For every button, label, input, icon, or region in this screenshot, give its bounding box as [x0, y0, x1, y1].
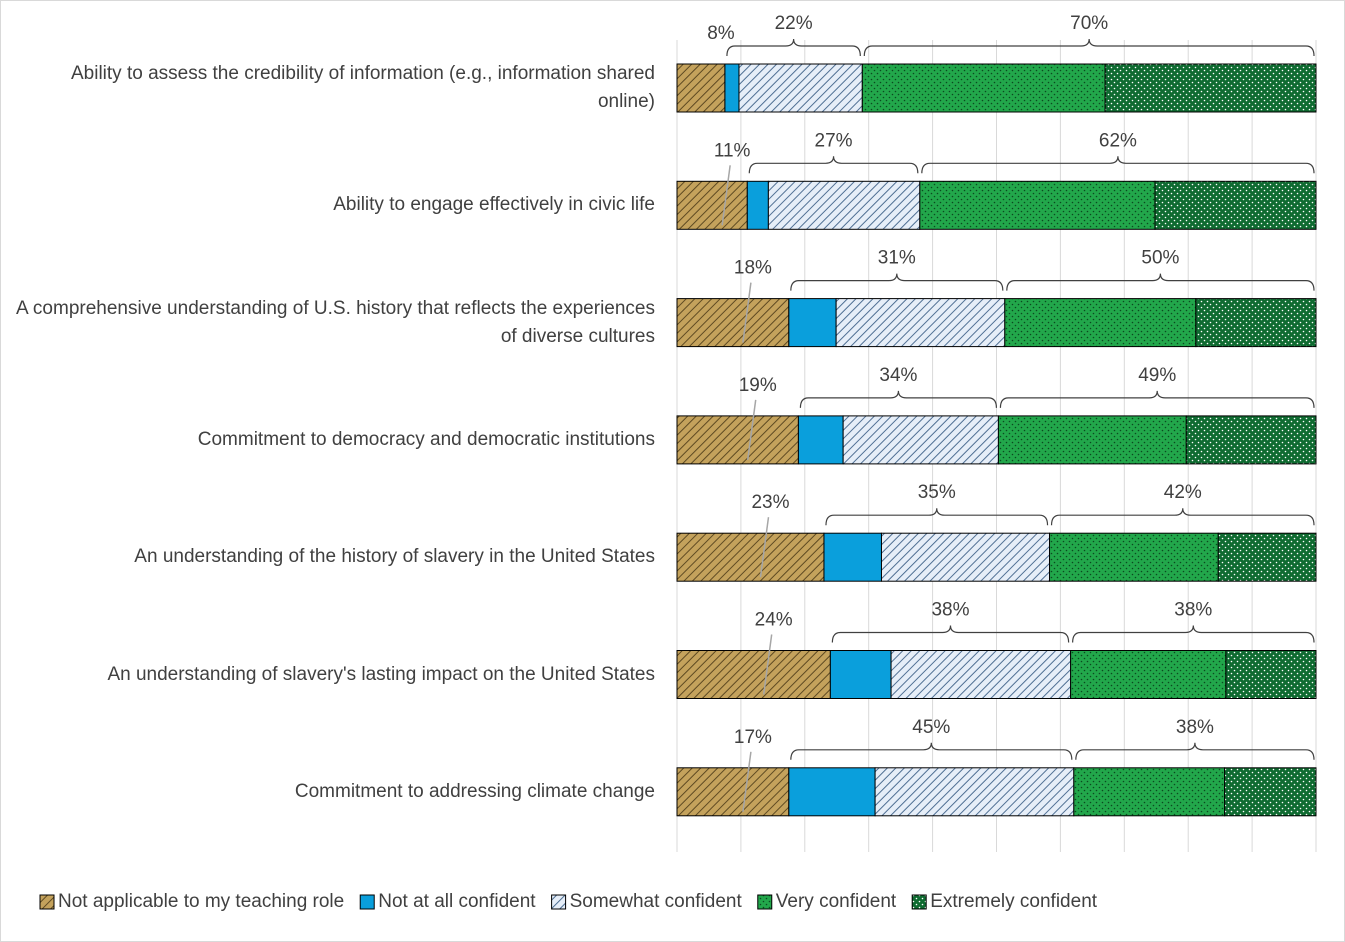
annotation: 45%	[912, 717, 950, 738]
bracket	[921, 156, 1315, 174]
annotation: 38%	[1176, 717, 1214, 738]
bar-segment	[890, 650, 1072, 699]
bracket	[999, 390, 1315, 408]
category-label: Ability to assess the credibility of inf…	[71, 63, 655, 112]
annotation: 23%	[751, 492, 789, 513]
bracket	[863, 38, 1315, 57]
legend-marker	[39, 894, 55, 910]
bar-segment	[835, 298, 1006, 348]
category-label: An understanding of slavery's lasting im…	[107, 663, 655, 685]
leader-line	[742, 282, 752, 343]
bracket	[1006, 273, 1315, 291]
legend-label: Extremely confident	[930, 891, 1098, 912]
annotation: 19%	[739, 375, 777, 396]
bar-segment	[1225, 650, 1317, 699]
bar-segment	[746, 180, 769, 230]
legend-marker	[359, 894, 375, 910]
bar-segment	[874, 767, 1075, 817]
bracket	[790, 273, 1004, 291]
annotation: 22%	[775, 13, 813, 34]
bar-segment	[676, 650, 831, 699]
bar-segment	[676, 767, 790, 817]
annotation: 34%	[879, 365, 917, 386]
bar-segment	[1049, 532, 1219, 582]
bracket	[1072, 625, 1315, 643]
legend-marker	[757, 894, 773, 910]
annotation: 50%	[1141, 248, 1179, 269]
bracket	[825, 508, 1049, 526]
bracket	[831, 625, 1070, 643]
annotation: 31%	[878, 248, 916, 269]
bar-segment	[842, 415, 999, 465]
annotation: 8%	[707, 23, 735, 44]
bar-segment	[738, 63, 863, 113]
bar-segment	[1154, 180, 1317, 230]
bracket	[790, 742, 1073, 760]
bracket	[799, 390, 998, 408]
bar-segment	[829, 650, 892, 699]
bar-segment	[919, 180, 1156, 230]
annotation: 24%	[755, 610, 793, 631]
legend-marker	[911, 894, 927, 910]
bar-segment	[1004, 298, 1197, 348]
legend-label: Not at all confident	[378, 891, 536, 912]
bar-segment	[676, 63, 726, 113]
annotation: 17%	[734, 727, 772, 748]
category-label: An understanding of the history of slave…	[134, 546, 655, 568]
leader-line	[759, 517, 770, 578]
bar-segment	[1070, 650, 1227, 699]
bar-segment	[1217, 532, 1317, 582]
bar-segment	[1195, 298, 1317, 348]
bar-segment	[788, 767, 876, 817]
bar-segment	[1104, 63, 1317, 113]
annotation: 38%	[931, 600, 969, 621]
bar-segment	[997, 415, 1187, 465]
legend-label: Not applicable to my teaching role	[58, 891, 344, 912]
legend-label: Somewhat confident	[570, 891, 743, 912]
bracket	[1050, 508, 1315, 526]
bar-segment	[676, 298, 790, 348]
leader-line	[742, 751, 752, 812]
leader-line	[746, 399, 757, 460]
annotation: 62%	[1099, 130, 1137, 151]
annotation: 35%	[918, 482, 956, 503]
category-label: Commitment to democracy and democratic i…	[197, 428, 655, 450]
bar-segment	[788, 298, 837, 348]
category-label: A comprehensive understanding of U.S. hi…	[16, 297, 655, 347]
bar-segment	[767, 180, 921, 230]
bar-segment	[676, 532, 825, 582]
bracket	[748, 156, 919, 174]
annotation: 70%	[1070, 13, 1108, 34]
bar-segment	[676, 415, 799, 465]
annotation: 18%	[734, 258, 772, 279]
bracket	[1075, 742, 1315, 760]
annotation: 38%	[1174, 600, 1212, 621]
annotation: 49%	[1138, 365, 1176, 386]
legend-marker	[551, 894, 567, 910]
bar-segment	[1073, 767, 1226, 817]
bar-segment	[861, 63, 1106, 113]
bar-segment	[797, 415, 844, 465]
bar-segment	[880, 532, 1051, 582]
annotation: 27%	[815, 130, 853, 151]
leader-line	[762, 634, 773, 695]
category-label: Commitment to addressing climate change	[294, 780, 655, 802]
bar-segment	[1185, 415, 1317, 465]
legend-label: Very confident	[776, 891, 897, 912]
bar-segment	[724, 63, 740, 113]
bar-segment	[676, 180, 748, 230]
bar-segment	[823, 532, 882, 582]
category-label: Ability to engage effectively in civic l…	[333, 194, 655, 216]
annotation: 42%	[1164, 482, 1202, 503]
leader-line	[721, 165, 731, 226]
bar-segment	[1224, 767, 1317, 817]
bracket	[726, 38, 861, 57]
annotation: 11%	[714, 140, 751, 161]
